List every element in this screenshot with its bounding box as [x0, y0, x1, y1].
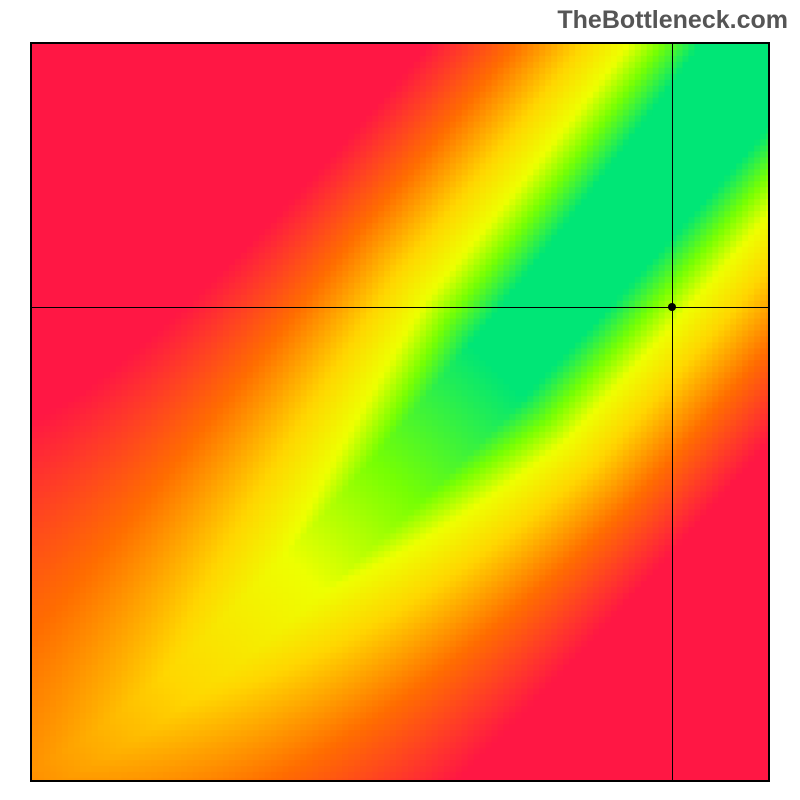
watermark-text: TheBottleneck.com: [557, 6, 788, 35]
crosshair-marker-dot: [668, 303, 676, 311]
bottleneck-heatmap-chart: [30, 42, 770, 782]
heatmap-canvas: [32, 44, 768, 780]
crosshair-horizontal: [32, 307, 768, 308]
crosshair-vertical: [672, 44, 673, 780]
